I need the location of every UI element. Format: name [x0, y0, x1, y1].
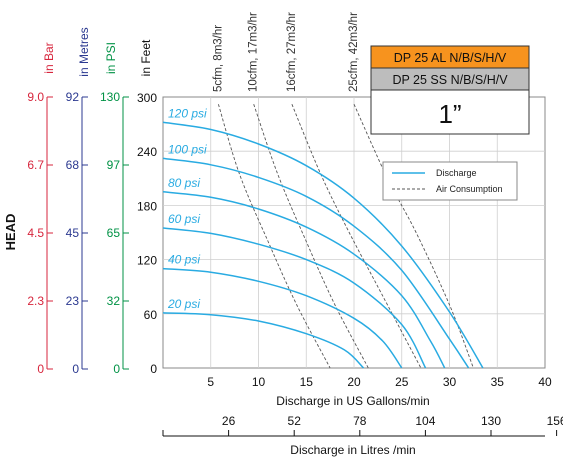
discharge-curve: [162, 121, 484, 369]
product-size-label: 1”: [438, 99, 461, 129]
product-label-ss: DP 25 SS N/B/S/H/V: [392, 73, 508, 87]
x-axis-title: Discharge in US Gallons/min: [276, 394, 429, 408]
lpm-tick-label: 52: [288, 414, 302, 428]
bar-tick-label: 6.7: [27, 158, 44, 172]
metres-tick-label: 68: [66, 158, 80, 172]
discharge-curve: [162, 191, 446, 369]
lpm-tick-label: 130: [481, 414, 501, 428]
lpm-tick-label: 26: [222, 414, 236, 428]
bar-tick-label: 4.5: [27, 226, 44, 240]
metres-tick-label: 0: [72, 362, 79, 376]
feet-tick-label: 120: [137, 254, 157, 268]
feet-tick-label: 300: [137, 91, 157, 105]
feet-axis-title: in Feet: [139, 39, 153, 76]
lpm-tick-label: 156: [547, 414, 563, 428]
psi-tick-label: 0: [113, 362, 120, 376]
bar-axis-title: in Bar: [42, 42, 56, 73]
air-consumption-label: 10cfm, 17m3/hr: [248, 12, 260, 92]
psi-tick-label: 32: [107, 294, 121, 308]
pressure-label: 40 psi: [168, 253, 200, 267]
bar-tick-label: 9.0: [27, 90, 44, 104]
lpm-ticks: 26 52 78 104 130 156: [222, 414, 563, 436]
pressure-label: 80 psi: [168, 176, 200, 190]
discharge-curves: 120 psi 100 psi 80 psi 60 psi 40 psi 20 psi: [162, 106, 484, 369]
gpm-tick-label: 15: [300, 375, 314, 389]
metres-axis: in Metres 0 23 45 68 92: [66, 27, 91, 376]
discharge-curve: [162, 312, 365, 369]
air-consumption-line: [353, 104, 474, 369]
bar-ticks: 0 2.3 4.5 6.7 9.0: [27, 90, 53, 376]
pressure-label: 120 psi: [168, 106, 207, 120]
pressure-label: 60 psi: [168, 212, 200, 226]
feet-tick-label: 60: [144, 308, 158, 322]
feet-tick-label: 240: [137, 145, 157, 159]
legend-box: [382, 161, 518, 201]
discharge-curve: [162, 157, 470, 369]
legend-discharge-label: Discharge: [436, 168, 477, 178]
lpm-tick-label: 104: [415, 414, 435, 428]
product-label-al: DP 25 AL N/B/S/H/V: [394, 51, 507, 65]
gpm-tick-label: 30: [443, 375, 457, 389]
gpm-tick-label: 40: [538, 375, 552, 389]
gpm-tick-label: 20: [347, 375, 361, 389]
pressure-label: 100 psi: [168, 142, 207, 156]
bar-axis: in Bar 0 2.3 4.5 6.7 9.0: [27, 42, 56, 376]
legend: Discharge Air Consumption: [382, 161, 518, 201]
psi-axis: in PSI 0 32 65 97 130: [100, 42, 129, 376]
discharge-curve: [162, 227, 427, 369]
gpm-ticks: 5 10 15 20 25 30 35 40: [207, 375, 552, 389]
psi-axis-title: in PSI: [104, 42, 118, 74]
product-boxes: DP 25 AL N/B/S/H/V DP 25 SS N/B/S/H/V 1”: [370, 45, 530, 135]
pressure-label: 20 psi: [167, 297, 200, 311]
bar-tick-label: 2.3: [27, 294, 44, 308]
psi-tick-label: 65: [107, 226, 121, 240]
metres-ticks: 0 23 45 68 92: [66, 90, 88, 376]
psi-tick-label: 97: [107, 158, 121, 172]
lpm-tick-label: 78: [353, 414, 367, 428]
air-consumption-line: [291, 104, 422, 369]
gpm-tick-label: 5: [207, 375, 214, 389]
air-consumption-line: [217, 104, 331, 369]
product-box-size: [370, 89, 530, 135]
discharge-curve: [162, 267, 403, 369]
metres-axis-title: in Metres: [77, 27, 91, 76]
grid: [163, 97, 545, 368]
bar-tick-label: 0: [37, 362, 44, 376]
feet-ticks: 0 60 120 180 240 300: [137, 91, 157, 376]
metres-tick-label: 45: [66, 226, 80, 240]
psi-tick-label: 130: [100, 90, 120, 104]
metres-tick-label: 23: [66, 294, 80, 308]
gpm-tick-label: 35: [491, 375, 505, 389]
feet-tick-label: 0: [150, 362, 157, 376]
metres-tick-label: 92: [66, 90, 80, 104]
legend-air-label: Air Consumption: [436, 184, 503, 194]
head-label: HEAD: [3, 214, 18, 251]
gpm-tick-label: 25: [395, 375, 409, 389]
air-consumption-label: 16cfm, 27m3/hr: [286, 12, 298, 92]
air-consumption-label: 5cfm, 8m3/hr: [212, 25, 224, 92]
feet-tick-label: 180: [137, 199, 157, 213]
gpm-tick-label: 10: [252, 375, 266, 389]
x2-axis-title: Discharge in Litres /min: [290, 443, 415, 457]
air-consumption-label: 25cfm, 42m3/hr: [348, 12, 360, 92]
psi-ticks: 0 32 65 97 130: [100, 90, 129, 376]
air-consumption-line: [253, 104, 369, 369]
